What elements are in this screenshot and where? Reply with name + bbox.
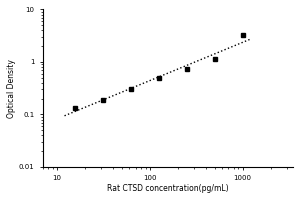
Y-axis label: Optical Density: Optical Density [7,59,16,118]
X-axis label: Rat CTSD concentration(pg/mL): Rat CTSD concentration(pg/mL) [107,184,229,193]
